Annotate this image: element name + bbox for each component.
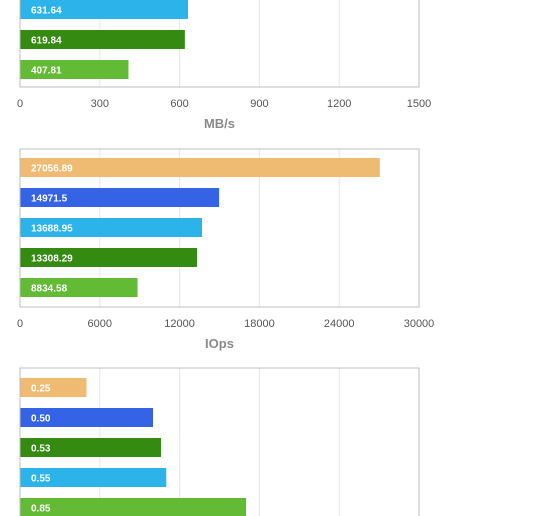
bar — [20, 278, 138, 297]
bar-value-label: 0.55 — [31, 474, 51, 485]
bar-value-label: 0.25 — [31, 384, 51, 395]
bar — [20, 378, 87, 397]
plot-frame — [19, 0, 420, 88]
bar — [20, 468, 167, 487]
bar-value-label: 14971.5 — [31, 194, 68, 205]
x-tick-label: 24000 — [324, 318, 355, 330]
bar-value-label: 27056.89 — [31, 164, 73, 175]
chart-1: 631.64 619.84 407.81 0 300 600 900 1200 1500 MB/s — [17, 0, 431, 131]
x-tick-label: 0 — [17, 98, 23, 110]
bar — [20, 218, 203, 237]
bar — [20, 408, 153, 427]
bar-value-label: 619.84 — [31, 36, 62, 47]
bar-value-label: 8834.58 — [31, 284, 68, 295]
plot-frame — [19, 148, 420, 308]
x-tick-label: 1500 — [407, 98, 431, 110]
bar-value-label: 0.85 — [31, 504, 51, 515]
bar-value-label: 407.81 — [31, 66, 62, 77]
bar-value-label: 13688.95 — [31, 224, 73, 235]
x-tick-label: 30000 — [404, 318, 435, 330]
plot-frame — [19, 367, 420, 516]
bar — [20, 60, 129, 79]
x-tick-label: 1200 — [327, 98, 351, 110]
bar — [20, 498, 247, 516]
x-tick-label: 0 — [17, 318, 23, 330]
x-tick-label: 300 — [91, 98, 109, 110]
x-axis-title: MB/s — [204, 116, 235, 131]
x-tick-label: 12000 — [164, 318, 195, 330]
bar — [20, 438, 161, 457]
bar — [20, 248, 198, 267]
bar-value-label: 0.50 — [31, 414, 51, 425]
bar — [20, 188, 220, 207]
chart-3: 0.25 0.50 0.53 0.55 0.85 — [19, 367, 420, 516]
bar — [20, 0, 189, 19]
bar-value-label: 631.64 — [31, 6, 62, 17]
x-axis-title: IOps — [205, 336, 234, 351]
bar-value-label: 13308.29 — [31, 254, 73, 265]
x-tick-label: 900 — [250, 98, 268, 110]
x-tick-label: 18000 — [244, 318, 275, 330]
bar — [20, 158, 380, 177]
bar-value-label: 0.53 — [31, 444, 51, 455]
x-tick-label: 600 — [170, 98, 188, 110]
chart-2: 27056.89 14971.5 13688.95 13308.29 8834.58 0 6… — [17, 148, 435, 351]
x-tick-label: 6000 — [88, 318, 112, 330]
bar — [20, 30, 185, 49]
